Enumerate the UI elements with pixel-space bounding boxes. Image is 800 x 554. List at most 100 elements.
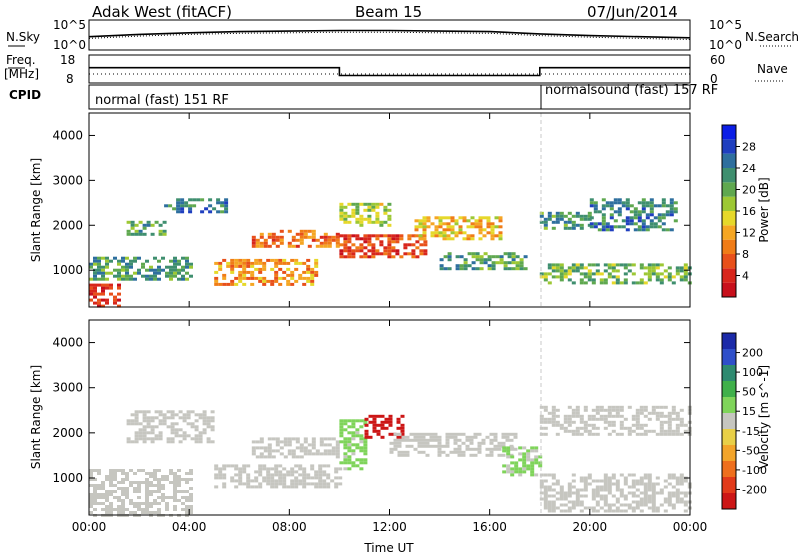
p-cell-4 xyxy=(286,279,291,283)
p-cell-3 xyxy=(188,207,193,211)
p-cell-9 xyxy=(467,264,472,268)
v-cell-3 xyxy=(311,443,316,447)
p-cell-4 xyxy=(226,261,231,265)
v-cell-8 xyxy=(607,414,612,418)
v-cell-9 xyxy=(647,482,652,486)
p-cell-9 xyxy=(483,261,488,265)
p-cell-4 xyxy=(218,264,223,268)
p-cell-5 xyxy=(323,232,328,236)
v-cell-4 xyxy=(351,419,356,423)
p-cell-8 xyxy=(494,234,499,238)
velocity-colorbar-tick-label: 100 xyxy=(742,366,763,379)
v-cell-6 xyxy=(405,453,410,457)
v-cell-2 xyxy=(286,470,291,474)
v-cell-6 xyxy=(461,450,466,454)
v-cell-3 xyxy=(303,440,308,444)
p-cell-1 xyxy=(177,268,181,272)
p-cell-9 xyxy=(439,264,444,268)
p-cell-8 xyxy=(438,225,443,229)
p-cell-1 xyxy=(93,274,97,278)
v-cell-1 xyxy=(182,413,187,417)
p-cell-1 xyxy=(153,271,157,275)
p-cell-12 xyxy=(647,275,652,279)
p-cell-5 xyxy=(255,238,260,242)
v-cell-5 xyxy=(364,423,369,427)
v-cell-8 xyxy=(563,429,568,433)
v-cell-0 xyxy=(89,496,93,499)
v-cell-4 xyxy=(339,419,344,423)
p-cell-1 xyxy=(97,259,101,263)
v-cell-1 xyxy=(178,428,183,432)
p-cell-4 xyxy=(246,270,251,274)
p-cell-7 xyxy=(363,217,368,221)
velocity-xaxis: 00:00 04:00 08:00 12:00 16:00 20:00 00:00 xyxy=(72,320,707,534)
p-cell-1 xyxy=(101,277,105,281)
v-cell-9 xyxy=(619,491,624,495)
p-cell-8 xyxy=(418,237,423,241)
p-cell-11 xyxy=(613,201,618,205)
p-cell-6 xyxy=(419,243,424,247)
v-cell-0 xyxy=(109,502,113,505)
v-cell-0 xyxy=(101,487,105,490)
p-cell-1 xyxy=(105,271,109,275)
v-cell-0 xyxy=(89,505,93,508)
p-cell-12 xyxy=(571,263,576,267)
v-cell-2 xyxy=(242,467,247,471)
v-cell-9 xyxy=(615,500,620,504)
p-cell-1 xyxy=(181,268,185,272)
p-cell-4 xyxy=(274,258,279,262)
v-cell-1 xyxy=(158,437,163,441)
p-cell-4 xyxy=(282,258,287,262)
v-cell-8 xyxy=(671,408,676,412)
v-cell-2 xyxy=(274,464,279,468)
p-cell-8 xyxy=(466,234,471,238)
v-cell-2 xyxy=(266,476,271,480)
p-cell-12 xyxy=(615,278,620,282)
p-cell-12 xyxy=(539,272,544,276)
v-cell-8 xyxy=(603,414,608,418)
p-cell-10 xyxy=(539,220,544,224)
p-cell-8 xyxy=(494,216,499,220)
v-cell-6 xyxy=(401,453,406,457)
v-cell-6 xyxy=(501,453,506,457)
p-cell-0 xyxy=(97,301,101,305)
p-cell-9 xyxy=(515,267,520,271)
v-cell-5 xyxy=(372,420,377,424)
v-cell-0 xyxy=(157,502,161,505)
v-cell-9 xyxy=(667,491,672,495)
p-cell-6 xyxy=(367,243,372,247)
p-cell-0 xyxy=(89,283,93,287)
v-cell-6 xyxy=(513,435,518,439)
power-ytick-label: 2000 xyxy=(52,218,83,232)
p-cell-6 xyxy=(415,246,420,250)
power-ytick-label: 3000 xyxy=(52,173,83,187)
v-cell-8 xyxy=(543,432,548,436)
v-cell-9 xyxy=(675,497,680,501)
v-cell-0 xyxy=(121,511,125,514)
p-cell-1 xyxy=(181,274,185,278)
v-cell-3 xyxy=(287,437,292,441)
v-cell-5 xyxy=(396,417,401,421)
p-cell-8 xyxy=(422,228,427,232)
p-cell-5 xyxy=(315,244,320,248)
v-cell-1 xyxy=(174,428,179,432)
freq-label: Freq. xyxy=(6,53,36,67)
v-cell-8 xyxy=(671,405,676,409)
v-cell-9 xyxy=(583,488,588,492)
p-cell-4 xyxy=(214,261,219,265)
p-cell-8 xyxy=(474,222,479,226)
p-cell-4 xyxy=(242,276,247,280)
v-cell-6 xyxy=(425,453,430,457)
v-cell-1 xyxy=(202,416,207,420)
v-cell-8 xyxy=(579,417,584,421)
p-cell-8 xyxy=(478,228,483,232)
v-cell-1 xyxy=(194,434,199,438)
v-cell-8 xyxy=(603,408,608,412)
v-cell-4 xyxy=(347,443,352,447)
v-cell-6 xyxy=(445,432,450,436)
v-cell-6 xyxy=(437,444,442,448)
p-cell-8 xyxy=(462,219,467,223)
p-cell-6 xyxy=(351,255,356,259)
p-cell-11 xyxy=(629,216,634,220)
p-cell-2 xyxy=(142,232,147,236)
